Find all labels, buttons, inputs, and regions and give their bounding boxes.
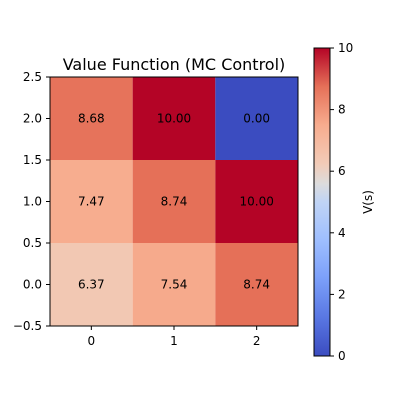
x-tick-label: 0 — [88, 334, 96, 348]
chart-title: Value Function (MC Control) — [63, 55, 286, 74]
colorbar-tick-label: 0 — [338, 349, 346, 363]
x-axis: 0 1 2 — [88, 326, 261, 348]
y-axis: −0.5 0.0 0.5 1.0 1.5 2.0 2.5 — [13, 70, 50, 333]
y-tick-label: 0.0 — [23, 278, 42, 292]
y-tick-label: 1.5 — [23, 153, 42, 167]
y-tick-label: 1.0 — [23, 195, 42, 209]
colorbar-tick-label: 2 — [338, 287, 346, 301]
cell-value-label: 10.00 — [157, 112, 191, 126]
cell-value-label: 8.74 — [243, 278, 270, 292]
cell-value-label: 10.00 — [239, 195, 273, 209]
y-tick-label: 2.5 — [23, 70, 42, 84]
cell-value-label: 7.47 — [78, 195, 105, 209]
colorbar-tick-label: 4 — [338, 226, 346, 240]
cell-value-label: 6.37 — [78, 278, 105, 292]
colorbar-tick-label: 8 — [338, 103, 346, 117]
y-tick-label: 0.5 — [23, 236, 42, 250]
colorbar — [314, 48, 330, 356]
colorbar-tick-label: 10 — [338, 41, 353, 55]
colorbar-tick-label: 6 — [338, 164, 346, 178]
cell-value-label: 7.54 — [161, 278, 188, 292]
colorbar-label: V(s) — [361, 190, 375, 214]
cell-value-label: 8.74 — [161, 195, 188, 209]
y-tick-label: −0.5 — [13, 319, 42, 333]
cell-value-label: 8.68 — [78, 112, 105, 126]
x-tick-label: 2 — [253, 334, 261, 348]
y-tick-label: 2.0 — [23, 112, 42, 126]
colorbar-axis: 0 2 4 6 8 10 — [330, 41, 353, 363]
cell-value-label: 0.00 — [243, 112, 270, 126]
x-tick-label: 1 — [170, 334, 178, 348]
